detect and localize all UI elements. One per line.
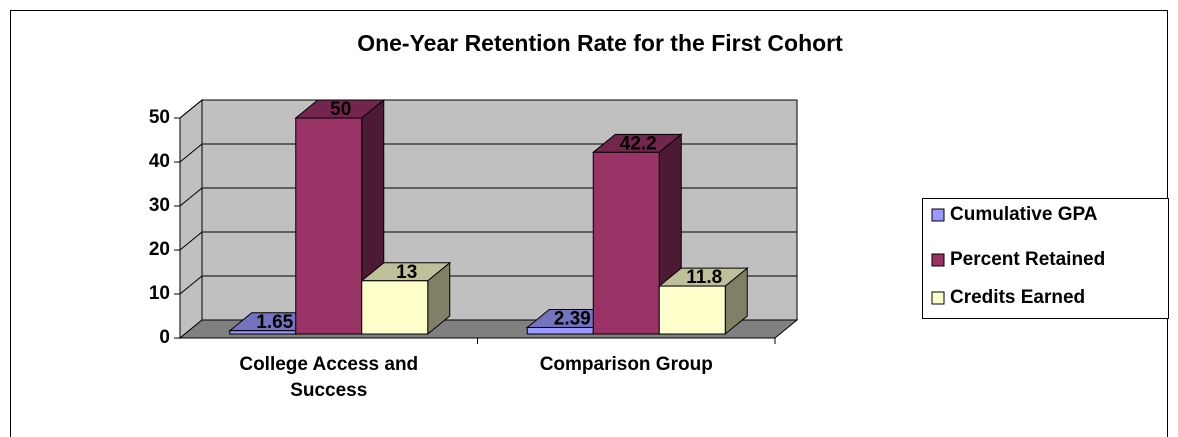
legend-label: Credits Earned <box>950 287 1085 308</box>
legend-swatch <box>931 291 945 305</box>
data-label: 11.8 <box>686 267 722 288</box>
grid-line <box>179 99 797 119</box>
bar <box>361 280 429 335</box>
y-tick-label: 40 <box>149 151 170 172</box>
data-label: 13 <box>396 262 417 283</box>
y-tick-label: 0 <box>159 327 170 348</box>
legend-box <box>922 198 1169 319</box>
bar <box>592 151 660 335</box>
y-tick-label: 20 <box>149 239 170 260</box>
y-tick-label: 10 <box>149 283 170 304</box>
data-label: 50 <box>330 99 351 120</box>
y-tick-label: 50 <box>149 107 170 128</box>
grid-line <box>179 143 797 163</box>
legend-swatch <box>931 253 945 267</box>
x-tick-label: Comparison Group <box>539 354 713 375</box>
side-wall <box>179 98 203 340</box>
data-label: 2.39 <box>554 308 591 329</box>
chart-title: One-Year Retention Rate for the First Co… <box>357 30 843 56</box>
data-label: 42.2 <box>620 133 657 154</box>
legend-label: Percent Retained <box>950 249 1105 270</box>
x-tick-label: College Access and Success <box>239 354 419 401</box>
legend-label: Cumulative GPA <box>950 204 1098 225</box>
y-tick-label: 30 <box>149 195 170 216</box>
legend-swatch <box>931 208 945 222</box>
bar <box>658 285 726 335</box>
bar <box>295 117 363 335</box>
data-label: 1.65 <box>256 312 293 333</box>
